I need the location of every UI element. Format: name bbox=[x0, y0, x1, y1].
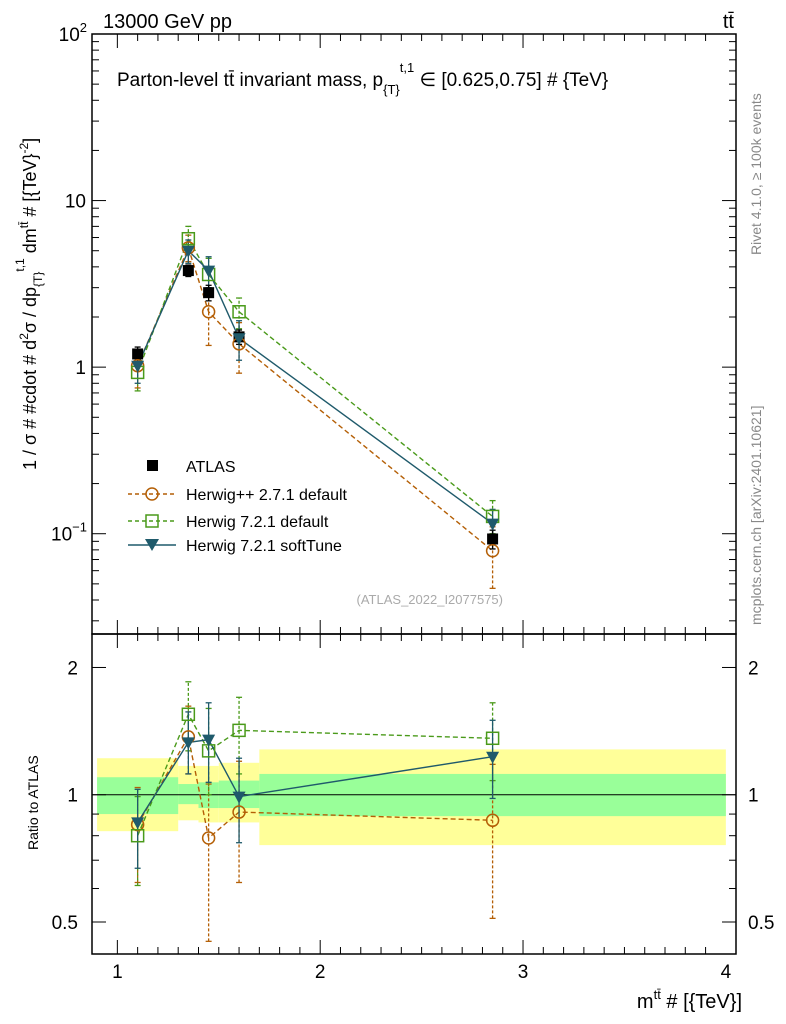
ratio-point-herwig-7-2-1-softtune bbox=[131, 817, 145, 830]
legend-marker-herwig7-softtune bbox=[145, 539, 159, 551]
rivet-label: Rivet 4.1.0, ≥ 100k events bbox=[748, 93, 764, 255]
ratio-point-herwig-7-2-1-default bbox=[485, 731, 500, 746]
main-point-atlas bbox=[203, 287, 215, 299]
ratio-point-herwig-7-2-1-default bbox=[181, 707, 196, 722]
main-title: Parton-level tt̄ invariant mass, p{T}t,1… bbox=[117, 60, 608, 97]
ratio-point-herwig-2-7-1-default bbox=[201, 831, 216, 845]
main-point-herwig-2-7-1-default bbox=[485, 544, 500, 558]
x-tick-label: 4 bbox=[721, 962, 732, 983]
main-y-label: 1 / σ # #cdot # d2σ / dp{T}t,1 dmtt̄ # [… bbox=[13, 138, 45, 470]
main-point-herwig-7-2-1-softtune bbox=[202, 265, 216, 278]
legend: ATLAS Herwig++ 2.7.1 default Herwig 7.2.… bbox=[128, 459, 348, 555]
ratio-point-herwig-7-2-1-default bbox=[130, 828, 145, 843]
ratio-y-label: Ratio to ATLAS bbox=[25, 755, 41, 850]
main-y-tick-label: 10 bbox=[65, 192, 86, 213]
ratio-y-tick-label-right: 0.5 bbox=[748, 913, 774, 934]
ratio-tick-labels: 0.5 0.5 1 1 2 2 1 2 3 4 bbox=[52, 658, 775, 983]
ratio-point-herwig-7-2-1-default bbox=[232, 723, 246, 738]
main-series-layer bbox=[130, 225, 500, 589]
main-panel: 10−1 1 10 102 Parton-level tt̄ invariant ma… bbox=[13, 20, 737, 635]
ratio-y-tick-label-left: 2 bbox=[67, 658, 78, 679]
process-label: tt̄ bbox=[723, 11, 735, 33]
main-y-tick-labels: 10−1 1 10 102 bbox=[51, 20, 87, 546]
ratio-point-herwig-7-2-1-softtune bbox=[181, 737, 195, 750]
main-point-herwig-2-7-1-default bbox=[201, 305, 216, 319]
legend-marker-atlas bbox=[147, 460, 158, 471]
ratio-point-herwig-7-2-1-softtune bbox=[232, 791, 246, 804]
main-point-herwig-7-2-1-default bbox=[232, 305, 246, 319]
main-line-herwig-7-2-1-softtune bbox=[136, 249, 494, 525]
x-axis-label: mtt̄ # [{TeV}] bbox=[637, 987, 742, 1013]
ratio-y-tick-label-right: 2 bbox=[748, 658, 759, 679]
ratio-line-herwig-2-7-1-default bbox=[137, 734, 493, 840]
mcplots-label: mcplots.cern.ch [arXiv:2401.10621] bbox=[748, 406, 764, 625]
main-point-herwig-7-2-1-softtune bbox=[131, 360, 145, 373]
x-tick-label: 1 bbox=[112, 962, 123, 983]
main-point-herwig-7-2-1-softtune bbox=[232, 333, 246, 346]
ratio-point-herwig-7-2-1-softtune bbox=[202, 734, 216, 747]
main-point-atlas bbox=[487, 533, 499, 545]
main-point-herwig-7-2-1-softtune bbox=[181, 245, 195, 258]
legend-marker-herwigpp bbox=[145, 487, 159, 501]
ratio-point-herwig-2-7-1-default bbox=[232, 805, 246, 819]
legend-marker-herwig7-default bbox=[145, 514, 159, 528]
ratio-uncertainty-bands bbox=[97, 749, 726, 846]
main-point-herwig-7-2-1-default bbox=[181, 231, 196, 246]
legend-label-herwig7-default: Herwig 7.2.1 default bbox=[186, 514, 329, 531]
main-y-tick-label: 102 bbox=[59, 20, 87, 46]
ratio-band-stat bbox=[178, 784, 199, 805]
main-point-atlas bbox=[182, 265, 194, 277]
x-tick-label: 3 bbox=[518, 962, 529, 983]
ratio-frame bbox=[91, 633, 737, 955]
ratio-point-herwig-7-2-1-softtune bbox=[486, 751, 500, 764]
main-axis-ticks bbox=[92, 33, 736, 634]
main-point-atlas bbox=[132, 348, 144, 360]
main-y-tick-label: 10−1 bbox=[51, 520, 87, 546]
legend-label-herwigpp: Herwig++ 2.7.1 default bbox=[186, 487, 348, 504]
ratio-point-herwig-2-7-1-default bbox=[485, 813, 500, 828]
ratio-series-layer bbox=[130, 681, 500, 942]
main-y-tick-label: 1 bbox=[75, 358, 86, 379]
main-point-herwig-7-2-1-softtune bbox=[486, 518, 500, 531]
legend-label-atlas: ATLAS bbox=[186, 459, 236, 476]
analysis-watermark: (ATLAS_2022_I2077575) bbox=[357, 592, 503, 607]
main-line-herwig-2-7-1-default bbox=[136, 245, 494, 552]
legend-label-herwig7-softtune: Herwig 7.2.1 softTune bbox=[186, 538, 342, 555]
ratio-y-tick-label-left: 1 bbox=[67, 786, 78, 807]
x-tick-label: 2 bbox=[315, 962, 326, 983]
ratio-y-tick-label-left: 0.5 bbox=[52, 913, 78, 934]
ratio-axis-ticks bbox=[92, 634, 736, 954]
ratio-panel: 0.5 0.5 1 1 2 2 1 2 3 4 Ratio to ATLAS mtt̄ # [{T… bbox=[25, 633, 775, 1013]
ratio-y-tick-label-right: 1 bbox=[748, 786, 759, 807]
energy-label: 13000 GeV pp bbox=[103, 11, 232, 33]
